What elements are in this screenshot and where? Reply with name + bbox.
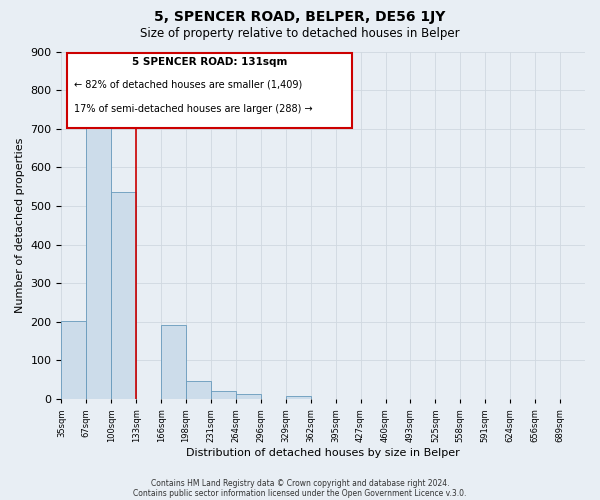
Text: ← 82% of detached houses are smaller (1,409): ← 82% of detached houses are smaller (1,… bbox=[74, 80, 303, 90]
Bar bbox=[61, 320, 86, 399]
Text: 5 SPENCER ROAD: 131sqm: 5 SPENCER ROAD: 131sqm bbox=[131, 56, 287, 66]
Bar bbox=[86, 125, 111, 399]
Text: Size of property relative to detached houses in Belper: Size of property relative to detached ho… bbox=[140, 28, 460, 40]
Text: 17% of semi-detached houses are larger (288) →: 17% of semi-detached houses are larger (… bbox=[74, 104, 313, 114]
X-axis label: Distribution of detached houses by size in Belper: Distribution of detached houses by size … bbox=[187, 448, 460, 458]
Bar bbox=[286, 396, 311, 399]
Y-axis label: Number of detached properties: Number of detached properties bbox=[15, 138, 25, 313]
Bar bbox=[161, 324, 186, 399]
Bar bbox=[186, 382, 211, 399]
Text: Contains public sector information licensed under the Open Government Licence v.: Contains public sector information licen… bbox=[133, 488, 467, 498]
Text: 5, SPENCER ROAD, BELPER, DE56 1JY: 5, SPENCER ROAD, BELPER, DE56 1JY bbox=[154, 10, 446, 24]
Bar bbox=[211, 392, 236, 399]
Bar bbox=[236, 394, 261, 399]
Bar bbox=[111, 192, 136, 399]
FancyBboxPatch shape bbox=[67, 53, 352, 128]
Text: Contains HM Land Registry data © Crown copyright and database right 2024.: Contains HM Land Registry data © Crown c… bbox=[151, 478, 449, 488]
